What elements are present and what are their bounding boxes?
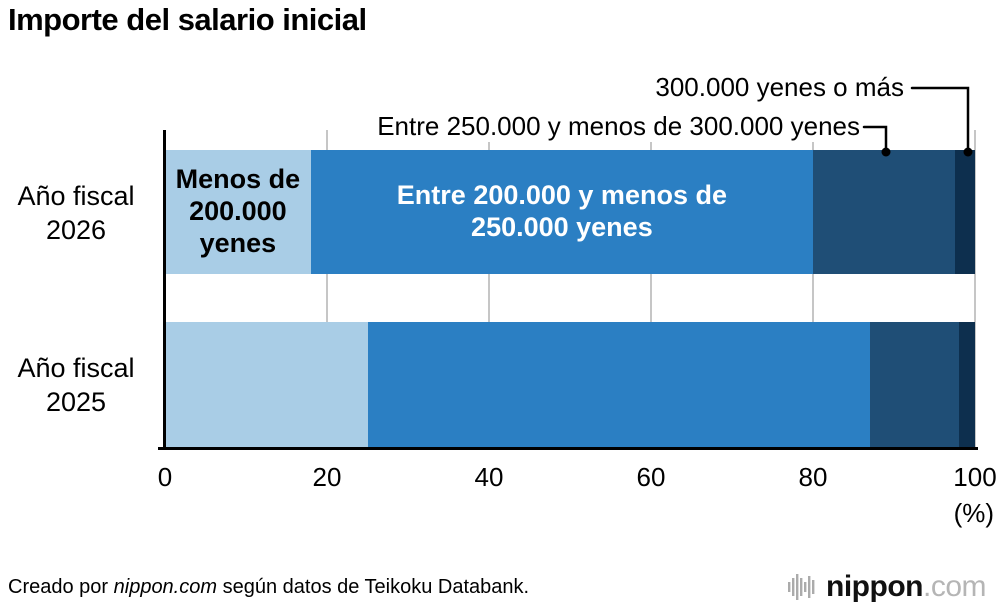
- tick-20: 20: [312, 462, 342, 492]
- nippon-logo: nippon.com: [788, 570, 987, 604]
- logo-text-com: .com: [922, 570, 987, 603]
- category-label-2026: Año fiscal 2026: [17, 181, 135, 245]
- bar-segment: [812, 150, 955, 274]
- bar-segment: Menos de 200.000 yenes: [165, 150, 311, 274]
- tick-100: 100: [953, 462, 997, 492]
- gridline-60: [650, 130, 652, 447]
- credit-line: Creado por nippon.com según datos de Tei…: [8, 576, 529, 599]
- logo-text-nippon: nippon: [826, 570, 923, 603]
- bar-segment-label: Entre 200.000 y menos de 250.000 yenes: [396, 180, 727, 242]
- credit-suffix: según datos de Teikoku Databank.: [217, 576, 530, 598]
- category-label-2025: Año fiscal 2025: [17, 353, 135, 417]
- bar-segment: [954, 150, 975, 274]
- gridline-80: [812, 130, 814, 447]
- tick-40: 40: [474, 462, 504, 492]
- x-axis-line: [158, 447, 978, 450]
- bar-segment: [165, 322, 368, 447]
- bar-segment: [869, 322, 959, 447]
- y-axis-line: [163, 130, 166, 450]
- plot-area: Menos de 200.000 yenes Entre 200.000 y me…: [165, 130, 976, 447]
- annotation-250k-300k: Entre 250.000 y menos de 300.000 yenes: [373, 111, 864, 142]
- bar-segment: [958, 322, 975, 447]
- gridline-40: [488, 130, 490, 447]
- annotation-300k-o-mas: 300.000 yenes o más: [651, 72, 908, 103]
- x-axis-unit: (%): [953, 498, 994, 528]
- tick-80: 80: [798, 462, 828, 492]
- bar-segment: [367, 322, 870, 447]
- bar-row-0: Menos de 200.000 yenes Entre 200.000 y me…: [165, 150, 975, 274]
- nippon-logo-icon: [788, 574, 815, 600]
- gridline-20: [326, 130, 328, 447]
- tick-0: 0: [157, 462, 173, 492]
- gridline-100: [974, 130, 976, 447]
- credit-prefix: Creado por: [8, 576, 114, 598]
- tick-60: 60: [636, 462, 666, 492]
- bar-segment-label: Menos de 200.000 yenes: [175, 164, 301, 258]
- chart-title: Importe del salario inicial: [8, 2, 367, 37]
- credit-source: nippon.com: [113, 576, 218, 598]
- bar-segment: Entre 200.000 y menos de 250.000 yenes: [310, 150, 813, 274]
- x-axis-ticks: 0 20 40 60 80 100: [158, 462, 997, 494]
- bar-row-1: [165, 322, 975, 447]
